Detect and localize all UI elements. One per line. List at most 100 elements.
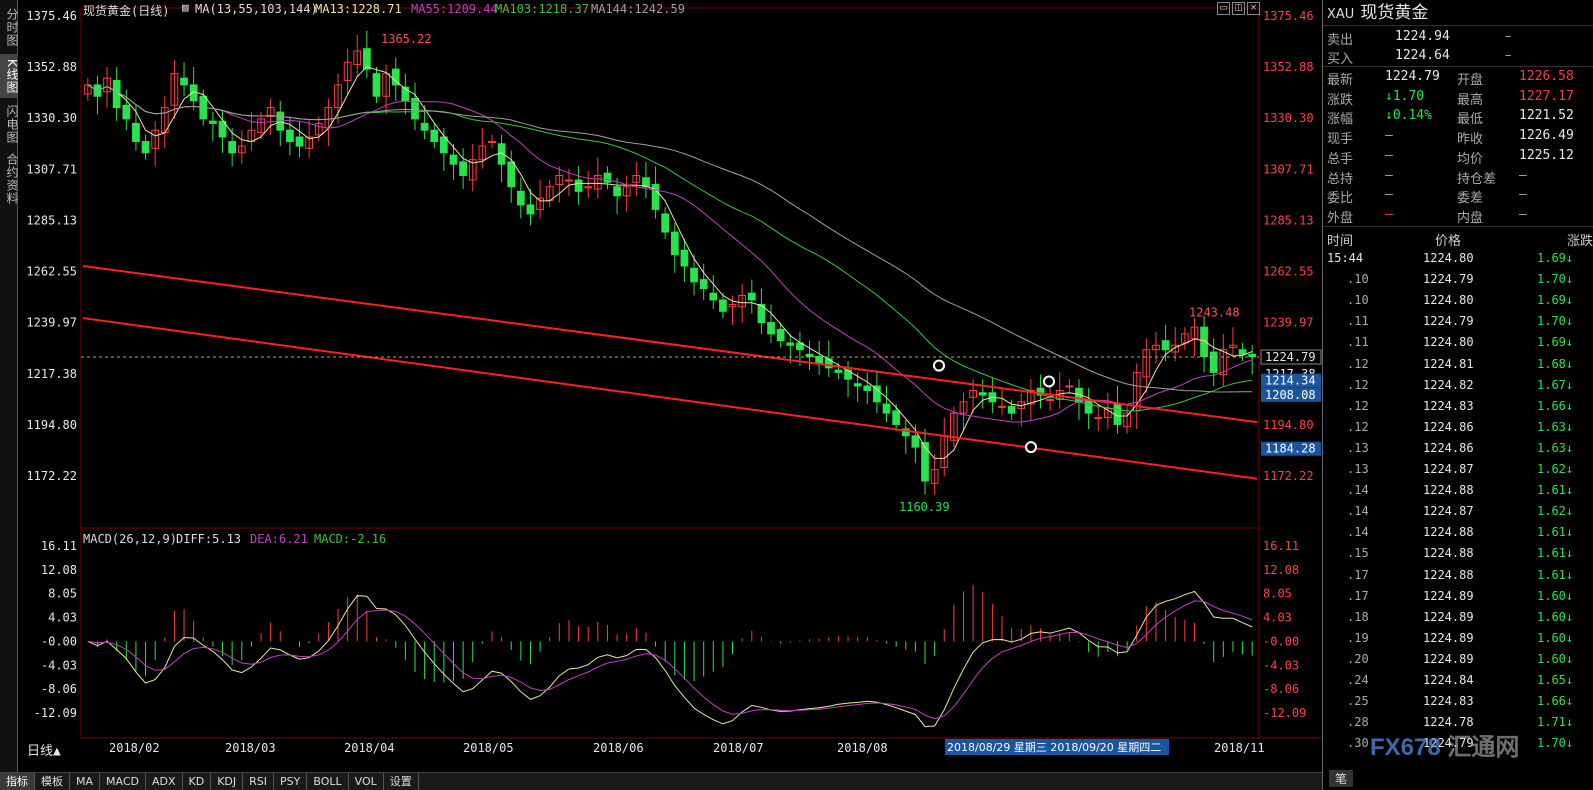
recent-high-annotation: 1243.48 (1189, 306, 1240, 320)
nav-tab-flash[interactable]: 闪电图 (5, 104, 19, 144)
kline-chart-area[interactable]: 1375.46 1375.46 1352.88 1352.88 1330.30 1330.… (19, 0, 1322, 772)
price-axis-label-left: 1172.22 (26, 469, 77, 483)
price-axis-label-right: 1330.30 (1263, 111, 1314, 125)
date-label: 2018/03 (225, 741, 276, 755)
tick-time: .18 (1347, 609, 1369, 624)
ma-icon: ▨ (182, 1, 189, 14)
toolbar-button[interactable]: BOLL (307, 773, 349, 790)
macd-label: MACD(26,12,9) (83, 532, 177, 546)
price-axis-label-left: 1375.46 (26, 9, 77, 23)
price-axis-label-left: 1262.55 (26, 265, 77, 279)
candle-up (1123, 412, 1131, 428)
nav-tab-kline[interactable]: K线图 (0, 54, 19, 98)
tick-row: .13 1224.86 1.63↓ (1323, 439, 1593, 460)
tick-price: 1224.88 (1423, 483, 1474, 498)
macd-axis-label-right: 8.05 (1263, 587, 1292, 601)
restore-icon[interactable]: ◫ (1232, 2, 1245, 15)
quote-field-row: 现手 – 昨收 1226.49 (1323, 127, 1593, 147)
tick-price: 1224.79 (1423, 314, 1474, 329)
candle-down (776, 328, 785, 342)
toolbar-button[interactable]: VOL (349, 773, 384, 790)
minimize-icon[interactable]: ▭ (1217, 2, 1230, 15)
candle-up (1142, 349, 1151, 378)
buy-row: 买入 1224.64 – (1323, 47, 1593, 67)
tick-time: .14 (1347, 525, 1369, 540)
tick-time: .12 (1347, 398, 1369, 413)
tick-time: .12 (1347, 419, 1369, 434)
price-pane-frame (80, 7, 1260, 529)
tick-change: 1.69↓ (1537, 335, 1574, 350)
sell-row: 卖出 1224.94 – (1323, 28, 1593, 48)
tick-tab[interactable]: 笔 (1329, 770, 1354, 787)
tick-row: .12 1224.86 1.63↓ (1323, 418, 1593, 439)
ma13-line (87, 66, 1253, 459)
candle-up (257, 118, 265, 133)
tick-change: 1.62↓ (1537, 462, 1574, 476)
tick-change: 1.66↓ (1537, 398, 1574, 413)
candle-down (295, 136, 304, 147)
tick-row: .14 1224.87 1.62↓ (1323, 502, 1593, 523)
field-value: – (1385, 128, 1393, 144)
macd-axis-label-right: 16.11 (1263, 539, 1299, 553)
tick-price: 1224.89 (1423, 651, 1474, 666)
sell-volume: – (1505, 29, 1512, 44)
field-value: 1227.17 (1519, 88, 1574, 104)
candle-down (921, 442, 929, 482)
divider (1323, 66, 1593, 67)
tick-price: 1224.89 (1423, 609, 1474, 624)
candle-down (901, 428, 910, 437)
kline-chart[interactable]: 1375.46 1375.46 1352.88 1352.88 1330.30 1330.… (19, 0, 1322, 772)
tick-time: .14 (1347, 504, 1369, 519)
macd-axis-label-left: -8.06 (41, 682, 77, 696)
left-nav: 分时图 K线图 闪电图 合约资料 (0, 0, 19, 772)
candle-down (372, 73, 381, 97)
price-axis-label-left: 1217.38 (26, 367, 77, 381)
tick-time: .10 (1347, 293, 1369, 308)
macd-axis-label-left: -0.00 (41, 634, 77, 648)
price-axis-label-right: 1194.80 (1263, 418, 1314, 432)
tick-change: 1.61↓ (1537, 567, 1574, 582)
period-selector[interactable]: 日线▲ (27, 744, 61, 759)
tick-price: 1224.88 (1423, 525, 1474, 540)
tick-time: .17 (1347, 567, 1369, 582)
toolbar-button[interactable]: ADX (146, 773, 183, 790)
price-axis-label-right: 1262.55 (1263, 265, 1314, 279)
quote-panel: XAU 现货黄金 卖出 1224.94 – 买入 1224.64 – 最新 1224… (1322, 0, 1593, 790)
nav-tab-contract[interactable]: 合约资料 (5, 153, 19, 205)
tick-row: .11 1224.79 1.70↓ (1323, 312, 1593, 333)
candle-down (1007, 405, 1016, 414)
toolbar-button[interactable]: 指标 (0, 773, 35, 790)
close-icon[interactable]: × (1247, 2, 1260, 15)
tick-price: 1224.80 (1423, 335, 1474, 350)
dea-line (87, 600, 1253, 720)
candle-down (516, 190, 525, 206)
toolbar-button[interactable]: MACD (100, 773, 146, 790)
candle-up (343, 61, 352, 81)
toolbar-button[interactable]: PSY (274, 773, 308, 790)
candle-down (603, 172, 612, 183)
toolbar-button[interactable]: KDJ (211, 773, 244, 790)
tick-price: 1224.79 (1423, 272, 1474, 287)
candle-up (728, 303, 737, 308)
toolbar-button[interactable]: 设置 (384, 773, 419, 790)
toolbar-button[interactable]: RSI (243, 773, 275, 790)
toolbar-button[interactable]: KD (183, 773, 212, 790)
tick-change: 1.63↓ (1537, 440, 1574, 455)
ma103-tag: 1208.08 (1265, 388, 1316, 402)
tick-row: 15:44 1224.80 1.69↓ (1323, 249, 1593, 270)
tick-change: 1.61↓ (1537, 546, 1574, 561)
candle-up (738, 294, 747, 308)
toolbar-button[interactable]: 模板 (35, 773, 70, 790)
macd-axis-label-right: -8.06 (1263, 682, 1299, 696)
tick-price: 1224.80 (1423, 251, 1474, 265)
nav-tab-timeshare[interactable]: 分时图 (5, 7, 19, 47)
field-label: 涨幅 (1327, 112, 1354, 128)
toolbar-button[interactable]: MA (70, 773, 101, 790)
field-value: 1226.49 (1519, 128, 1574, 144)
ma55-tag-box (1261, 373, 1321, 388)
candle-down (670, 231, 679, 256)
touch-point-marker (1025, 441, 1037, 454)
tick-price: 1224.83 (1423, 398, 1474, 413)
tick-change: 1.65↓ (1537, 673, 1574, 687)
